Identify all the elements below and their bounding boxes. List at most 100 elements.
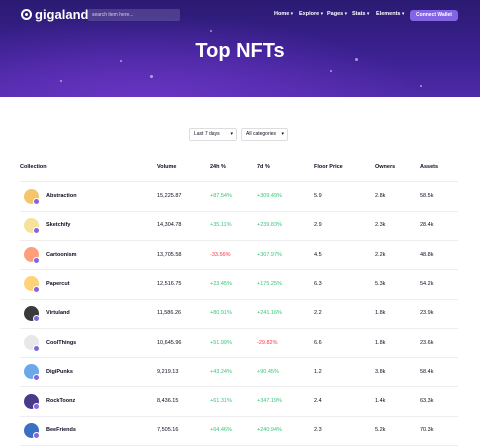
column-header: Volume bbox=[157, 164, 177, 170]
column-header: 7d % bbox=[257, 164, 270, 170]
table-cell: 5.2k bbox=[375, 427, 386, 434]
table-cell: 7,505.16 bbox=[157, 427, 179, 434]
row-divider bbox=[20, 445, 458, 447]
table-cell: 6.3 bbox=[314, 280, 322, 287]
table-cell: -33.56% bbox=[210, 251, 231, 258]
row-divider bbox=[20, 327, 458, 329]
collection-name[interactable]: Cartoonism bbox=[46, 251, 77, 258]
collection-name[interactable]: Virtuland bbox=[46, 310, 70, 317]
category-select[interactable]: All categories bbox=[241, 128, 288, 141]
table-cell: 1.8k bbox=[375, 310, 386, 317]
column-header: Floor Price bbox=[314, 164, 343, 170]
collection-name[interactable]: CoolThings bbox=[46, 339, 77, 346]
connect-wallet-button[interactable]: Connect Wallet bbox=[410, 10, 458, 21]
column-header: Assets bbox=[420, 164, 439, 170]
collection-name[interactable]: Abstraction bbox=[46, 193, 77, 199]
table-cell: +309.49% bbox=[257, 193, 282, 199]
verified-badge bbox=[33, 198, 40, 205]
collection-name[interactable]: DigiPunks bbox=[46, 368, 73, 375]
table-cell: 3.8k bbox=[375, 368, 386, 375]
table-cell: 1.8k bbox=[375, 339, 386, 346]
table-cell: +23.45% bbox=[210, 280, 232, 287]
logo[interactable]: gigaland bbox=[35, 7, 89, 22]
table-cell: 2.2k bbox=[375, 251, 386, 258]
table-cell: 14,304.78 bbox=[157, 222, 182, 229]
table-cell: +80.91% bbox=[210, 310, 232, 317]
table-cell: +90.45% bbox=[257, 368, 279, 375]
nav-link[interactable]: Pages bbox=[327, 11, 347, 17]
verified-badge bbox=[33, 285, 40, 293]
column-header: Collection bbox=[20, 164, 47, 170]
table-cell: +307.97% bbox=[257, 251, 282, 258]
table-cell: 4.5 bbox=[314, 251, 322, 258]
nav-link[interactable]: Elements bbox=[376, 11, 404, 17]
table-cell: 23.6k bbox=[420, 339, 434, 346]
table-cell: +239.83% bbox=[257, 222, 282, 229]
logo-icon bbox=[21, 9, 32, 20]
verified-badge bbox=[33, 432, 40, 440]
row-divider bbox=[20, 298, 458, 300]
table-cell: -29.82% bbox=[257, 339, 278, 346]
row-divider bbox=[20, 181, 458, 183]
row-divider bbox=[20, 386, 458, 388]
nav-link[interactable]: Home bbox=[274, 11, 293, 17]
table-cell: 2.2 bbox=[314, 310, 322, 317]
verified-badge bbox=[33, 403, 40, 411]
table-cell: 5.3k bbox=[375, 280, 386, 287]
row-divider bbox=[20, 269, 458, 271]
table-cell: 54.2k bbox=[420, 280, 434, 287]
table-cell: 70.3k bbox=[420, 427, 434, 434]
table-cell: 12,516.75 bbox=[157, 280, 182, 287]
table-cell: 5.9 bbox=[314, 193, 322, 199]
table-cell: 2.3 bbox=[314, 427, 322, 434]
table-cell: 1.2 bbox=[314, 368, 322, 375]
row-divider bbox=[20, 239, 458, 241]
table-cell: 11,586.26 bbox=[157, 310, 182, 317]
verified-badge bbox=[33, 227, 40, 235]
table-cell: 63.3k bbox=[420, 398, 434, 405]
table-cell: 48.8k bbox=[420, 251, 434, 258]
column-header: 24h % bbox=[210, 164, 226, 170]
table-cell: +51.99% bbox=[210, 339, 232, 346]
period-select[interactable]: Last 7 days bbox=[189, 128, 237, 141]
table-cell: 9,219.13 bbox=[157, 368, 179, 375]
table-cell: 1.4k bbox=[375, 398, 386, 405]
collection-name[interactable]: Sketchify bbox=[46, 222, 71, 229]
table-cell: +64.46% bbox=[210, 427, 232, 434]
page-title: Top NFTs bbox=[195, 40, 285, 62]
nav-link[interactable]: Explore bbox=[299, 11, 323, 17]
table-cell: 28.4k bbox=[420, 222, 434, 229]
table-cell: +87.54% bbox=[210, 193, 232, 199]
table-cell: 8,436.15 bbox=[157, 398, 179, 405]
table-cell: 10,645.96 bbox=[157, 339, 182, 346]
table-cell: +347.19% bbox=[257, 398, 282, 405]
table-cell: 15,225.87 bbox=[157, 193, 182, 199]
row-divider bbox=[20, 415, 458, 417]
column-header: Owners bbox=[375, 164, 396, 170]
table-cell: +43.24% bbox=[210, 368, 232, 375]
table-cell: 23.9k bbox=[420, 310, 434, 317]
table-cell: +61.31% bbox=[210, 398, 232, 405]
table-cell: +175.25% bbox=[257, 280, 282, 287]
table-cell: +240.94% bbox=[257, 427, 282, 434]
row-divider bbox=[20, 210, 458, 212]
table-cell: 58.5k bbox=[420, 193, 434, 199]
verified-badge bbox=[33, 256, 40, 264]
collection-name[interactable]: Papercut bbox=[46, 280, 70, 287]
verified-badge bbox=[33, 315, 40, 323]
collection-name[interactable]: BeeFriends bbox=[46, 427, 76, 434]
verified-badge bbox=[33, 373, 40, 381]
table-cell: 13,705.58 bbox=[157, 251, 182, 258]
verified-badge bbox=[33, 344, 40, 352]
table-cell: 2.9 bbox=[314, 222, 322, 229]
search-input[interactable]: search item here... bbox=[88, 9, 180, 21]
hero-banner: gigaland search item here... Connect Wal… bbox=[0, 0, 480, 97]
table-cell: +35.11% bbox=[210, 222, 232, 229]
table-cell: 58.4k bbox=[420, 368, 434, 375]
collection-name[interactable]: RockToonz bbox=[46, 398, 76, 405]
table-cell: 2.8k bbox=[375, 193, 386, 199]
nav-link[interactable]: Stats bbox=[352, 11, 369, 17]
row-divider bbox=[20, 357, 458, 359]
table-cell: 2.3k bbox=[375, 222, 386, 229]
